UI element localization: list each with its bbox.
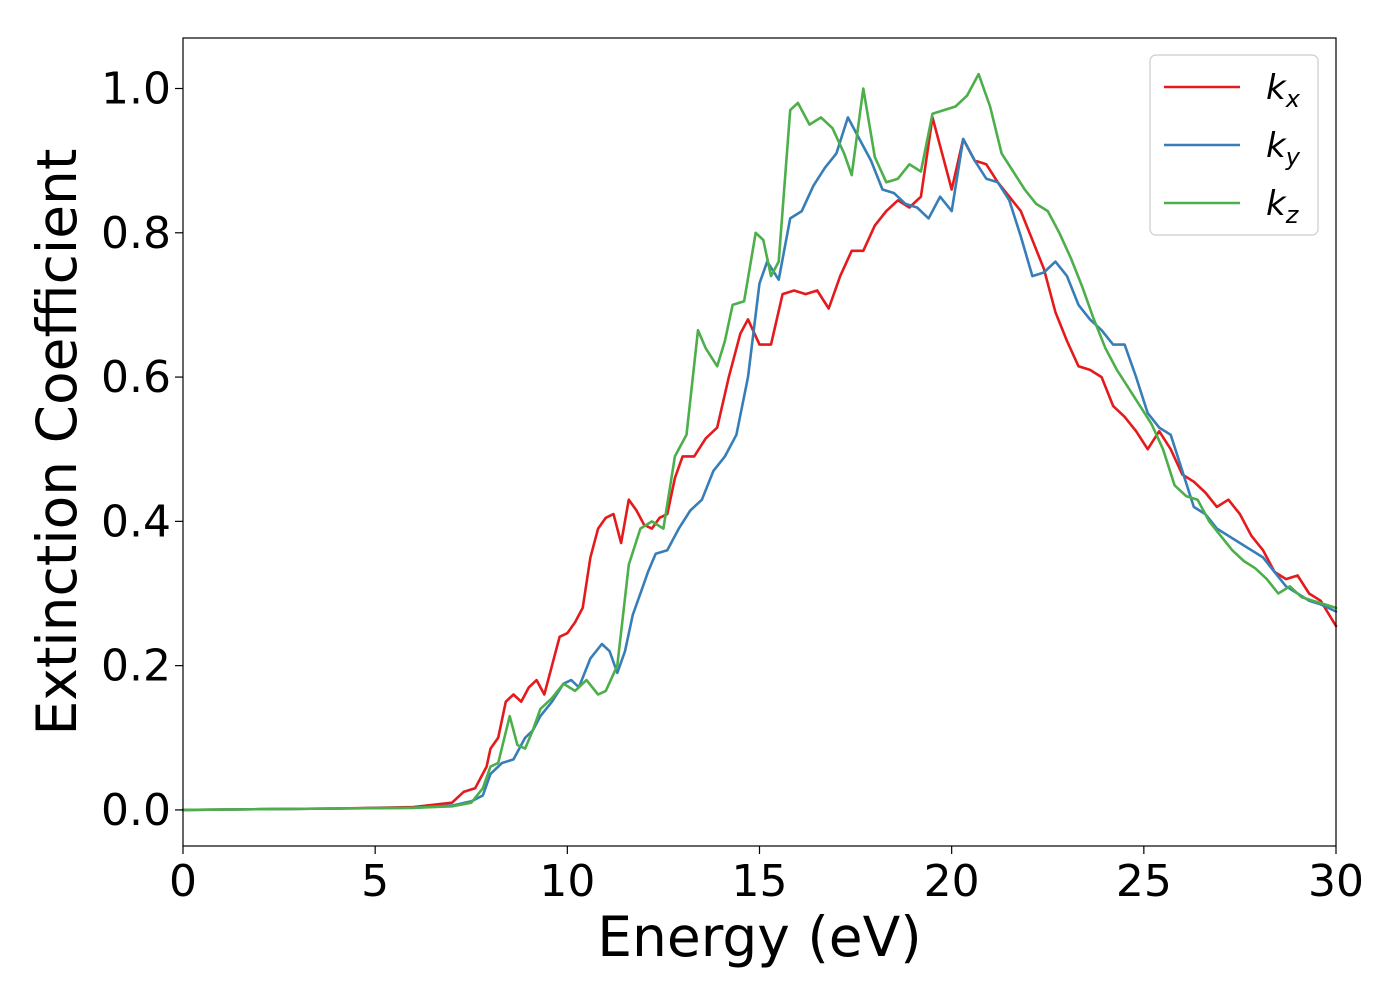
series-layer [181,72,1338,812]
y-tick-label: 0.4 [101,496,171,547]
legend-label-x: kx [1266,68,1301,113]
y-tick-label: 0.6 [101,352,171,403]
x-tick-label: 25 [1116,856,1172,907]
x-axis-ticks: 0 5 10 15 20 25 30 [169,846,1364,907]
y-axis-title: Extinction Coefficient [25,149,89,736]
legend-label-y: ky [1266,126,1301,171]
y-tick-label: 1.0 [101,64,171,115]
x-tick-label: 15 [732,856,788,907]
y-tick-label: 0.8 [101,208,171,259]
x-tick-label: 20 [924,856,980,907]
series-line-z [181,72,1338,812]
x-axis-title: Energy (eV) [597,905,921,969]
x-tick-label: 30 [1308,856,1364,907]
legend-label-z: kz [1266,184,1300,229]
x-tick-label: 5 [361,856,389,907]
y-tick-label: 0.2 [101,641,171,692]
x-tick-label: 0 [169,856,197,907]
series-line-x [181,116,1338,812]
legend-items: kx ky kz [1164,68,1301,229]
x-tick-label: 10 [539,856,595,907]
y-tick-label: 0.0 [101,785,171,836]
legend: kx ky kz [1149,54,1319,236]
y-axis-ticks: 0.0 0.2 0.4 0.6 0.8 1.0 [101,64,183,836]
